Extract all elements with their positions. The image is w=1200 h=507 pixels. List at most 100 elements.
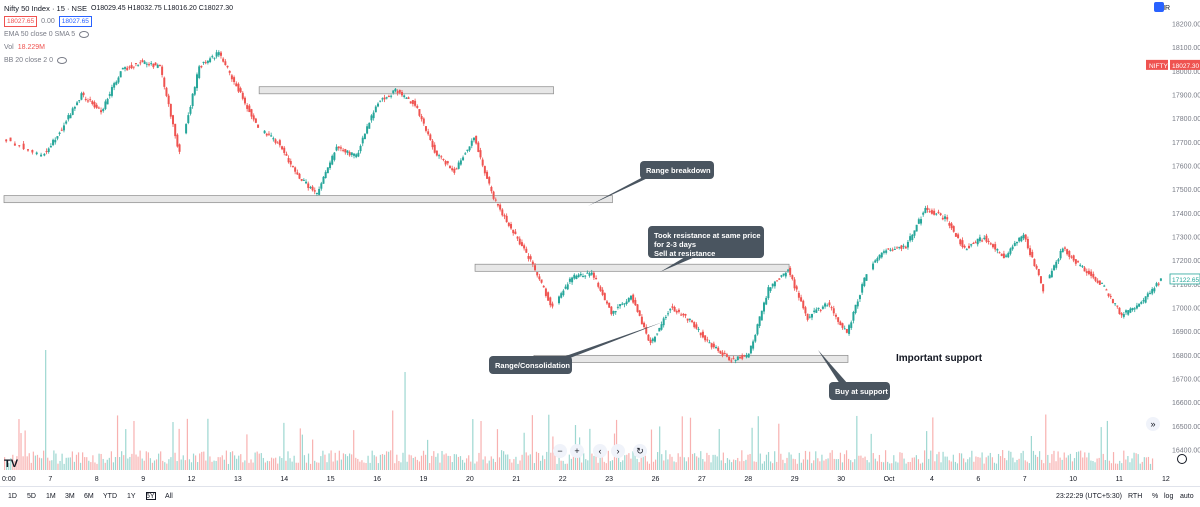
candle-body [202, 61, 205, 63]
volume-bar [1026, 461, 1028, 470]
candle-body [981, 240, 984, 242]
timeframe-1y[interactable]: 1Y [127, 493, 136, 500]
volume-bar [815, 451, 817, 470]
candle-body [119, 71, 122, 78]
timeframe-5y[interactable]: 5Y [146, 493, 155, 500]
candle-body [658, 327, 661, 332]
settings-icon[interactable] [1154, 2, 1164, 12]
volume-bar [32, 451, 34, 470]
volume-bar [677, 453, 679, 470]
volume-bar [379, 454, 382, 470]
candle-body [924, 207, 927, 213]
candle-body [893, 248, 896, 250]
log-toggle[interactable]: log [1164, 493, 1174, 500]
volume-bar [149, 458, 152, 470]
buy-price-button[interactable]: 18027.65 [58, 16, 92, 27]
timeframe-3m[interactable]: 3M [65, 493, 75, 500]
candle-body [342, 149, 345, 151]
candle-body [810, 313, 813, 318]
percent-toggle[interactable]: % [1152, 493, 1159, 500]
volume-bar [1047, 454, 1049, 470]
ema-indicator-label[interactable]: EMA 50 close 0 SMA 5 [4, 31, 76, 38]
candle-body [538, 276, 541, 280]
eye-icon[interactable] [57, 57, 68, 64]
session-toggle[interactable]: RTH [1128, 493, 1143, 500]
auto-toggle[interactable]: auto [1180, 493, 1194, 500]
candle-body [571, 277, 574, 283]
volume-bar [65, 457, 67, 470]
clock-time[interactable]: 23:22:29 (UTC+5:30) [1056, 493, 1122, 500]
volume-bar [884, 450, 887, 470]
candle-body [472, 137, 475, 141]
volume-bar [24, 430, 26, 470]
volume-bar [638, 462, 640, 470]
timeframe-6m[interactable]: 6M [84, 493, 94, 500]
candle-body [695, 324, 698, 329]
volume-bar [626, 454, 628, 470]
candle-body [374, 106, 377, 113]
candle-body [40, 154, 43, 157]
reset-chart-button[interactable]: ↻ [633, 444, 647, 458]
candle-body [455, 168, 458, 170]
volume-bar [402, 452, 404, 470]
volume-bar [1096, 458, 1098, 470]
eye-icon[interactable] [79, 31, 90, 38]
volume-bar [34, 455, 37, 470]
candle-body [1094, 277, 1097, 281]
candle-body [302, 179, 305, 181]
gear-icon[interactable] [1177, 454, 1187, 464]
volume-bar [527, 455, 529, 470]
candle-body [361, 137, 364, 144]
sell-price-button[interactable]: 18027.65 [4, 16, 38, 27]
calendar-icon[interactable] [146, 492, 156, 500]
candle-body [906, 241, 909, 248]
scroll-left-button[interactable]: ‹ [593, 444, 607, 458]
timeframe-ytd[interactable]: YTD [103, 493, 117, 500]
volume-bar [903, 458, 905, 470]
timeframe-all[interactable]: All [165, 493, 173, 500]
volume-bar [831, 450, 833, 470]
candle-body [211, 56, 214, 58]
candle-body [909, 236, 912, 241]
candle-body [987, 240, 990, 243]
volume-bar [860, 455, 862, 470]
candle-body [789, 267, 792, 276]
volume-bar [652, 461, 655, 470]
timeframe-5d[interactable]: 5D [27, 493, 36, 500]
candle-body [1059, 250, 1062, 259]
scroll-to-latest-button[interactable]: » [1146, 417, 1160, 431]
volume-bar [800, 462, 802, 470]
candle-body [525, 248, 528, 253]
volume-bar [932, 417, 934, 470]
timeframe-1d[interactable]: 1D [8, 493, 17, 500]
candle-body [278, 140, 281, 146]
zoom-out-button[interactable]: − [553, 444, 567, 458]
candle-body [1079, 264, 1082, 266]
x-tick-label: Oct [884, 476, 895, 483]
candle-body [1131, 307, 1134, 310]
candle-body [887, 248, 890, 250]
y-tick-label: 17200.00 [1172, 258, 1200, 265]
price-chart[interactable]: 18200.00 18100.00 18000.00 17900.00 17800.00… [0, 0, 1200, 486]
volume-bar [264, 462, 267, 470]
scroll-right-button[interactable]: › [611, 444, 625, 458]
volume-bar [876, 461, 878, 470]
candle-body [174, 123, 177, 137]
secondary-price-badge [1169, 273, 1200, 285]
volume-bar [1032, 450, 1035, 470]
candle-body [418, 109, 421, 116]
candle-body [952, 226, 955, 232]
volume-bar [98, 453, 100, 470]
volume-bar [186, 418, 188, 470]
candle-body [612, 311, 615, 314]
volume-bar [583, 453, 585, 470]
volume-bar [901, 452, 903, 470]
timeframe-1m[interactable]: 1M [46, 493, 56, 500]
zoom-in-button[interactable]: + [570, 444, 584, 458]
candle-body [453, 168, 456, 173]
candle-body [575, 275, 578, 279]
candle-body [839, 321, 842, 326]
candle-body [60, 129, 63, 131]
volume-bar [856, 415, 858, 470]
bb-indicator-label[interactable]: BB 20 close 2 0 [4, 57, 54, 64]
